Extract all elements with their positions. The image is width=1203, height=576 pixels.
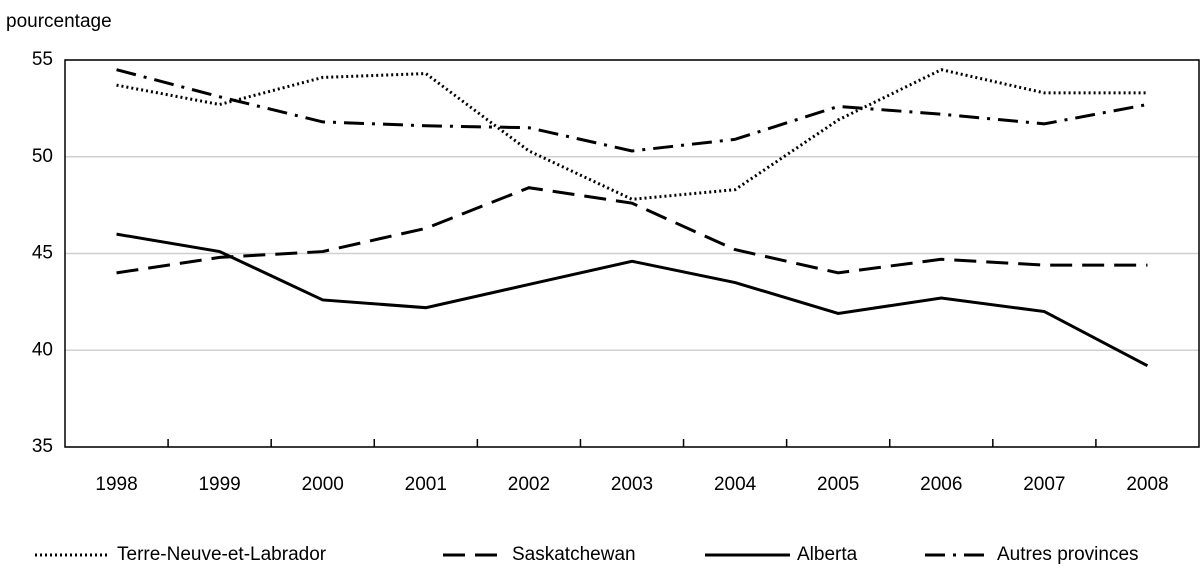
- plot-border: [64, 59, 1200, 448]
- y-tick-label: 35: [32, 436, 53, 457]
- x-tick-label: 2003: [611, 474, 653, 495]
- legend-label: Saskatchewan: [512, 544, 636, 565]
- y-tick-label: 45: [32, 243, 53, 264]
- series-line: [116, 186, 1148, 275]
- x-tick-label: 2008: [1126, 474, 1168, 495]
- x-tick-label: 2001: [405, 474, 447, 495]
- x-tick-label: 2002: [508, 474, 550, 495]
- y-tick-label: 55: [32, 49, 53, 70]
- x-tick-label: 1999: [198, 474, 240, 495]
- x-tick-label: 2004: [714, 474, 757, 495]
- x-tick-label: 2005: [817, 474, 859, 495]
- legend-label: Autres provinces: [997, 544, 1139, 565]
- x-tick-label: 1998: [95, 474, 137, 495]
- series-line: [116, 68, 1148, 153]
- x-tick-label: 2006: [920, 474, 962, 495]
- x-tick-label: 2007: [1023, 474, 1065, 495]
- series-line: [116, 232, 1149, 368]
- x-tick-label: 2000: [302, 474, 344, 495]
- legend-label: Alberta: [797, 544, 858, 565]
- y-axis-label: pourcentage: [6, 11, 112, 32]
- legend-label: Terre-Neuve-et-Labrador: [117, 544, 327, 565]
- y-tick-label: 50: [32, 146, 53, 167]
- series-line: [116, 68, 1148, 201]
- y-tick-label: 40: [32, 339, 53, 360]
